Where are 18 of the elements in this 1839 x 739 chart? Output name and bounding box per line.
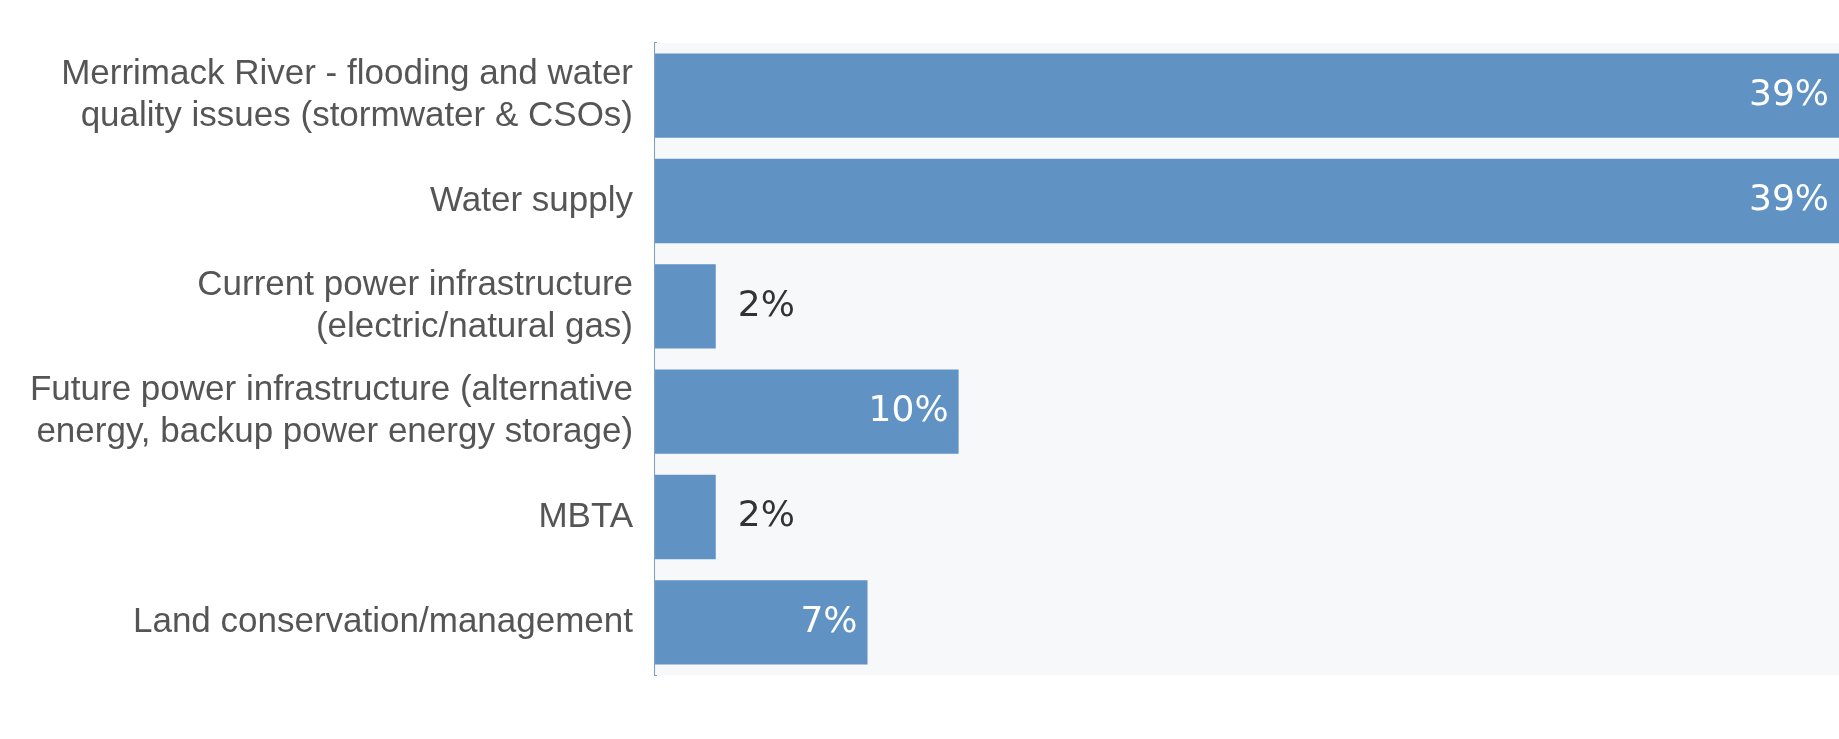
y-tick-label: MBTA <box>538 494 634 534</box>
bar <box>655 264 716 349</box>
data-label: 2% <box>737 493 795 535</box>
data-label: 10% <box>868 388 949 430</box>
bar <box>655 369 959 454</box>
data-label: 39% <box>1748 177 1829 219</box>
y-tick-label: Future power infrastructure (alternative energy, backup power energy storage) <box>29 368 634 450</box>
y-tick-label: Merrimack River - flooding and water quality issues (stormwater & CSOs) <box>61 52 634 134</box>
bar <box>655 580 868 665</box>
y-tick-label: Water supply <box>430 178 634 218</box>
bar <box>655 53 1839 138</box>
data-label: 7% <box>800 598 858 640</box>
bar <box>655 474 716 560</box>
data-label: 2% <box>737 282 795 324</box>
y-tick-label: Land conservation/management <box>132 599 634 639</box>
data-label: 39% <box>1748 72 1829 114</box>
bar <box>655 158 1839 244</box>
y-tick-label: Current power infrastructure (electric/natural gas) <box>197 262 634 344</box>
